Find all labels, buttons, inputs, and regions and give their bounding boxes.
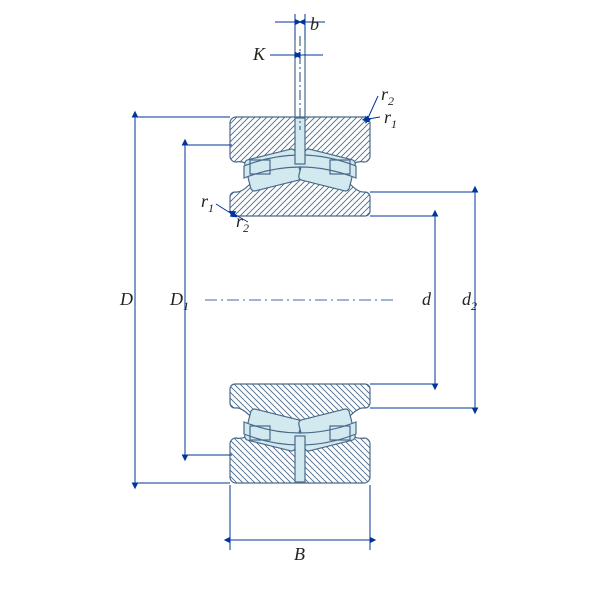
label-r1_right: r1 <box>384 107 397 131</box>
label-K: K <box>252 44 266 64</box>
lube-slot-top <box>295 118 305 164</box>
leader-r1-right <box>368 117 380 119</box>
label-r2_right: r2 <box>381 84 394 108</box>
bearing-bottom-half <box>230 384 370 483</box>
label-d: d <box>422 289 432 309</box>
label-D: D <box>119 289 133 309</box>
dim-B <box>230 485 370 550</box>
label-D1: D1 <box>169 289 189 313</box>
leader-r2-right <box>368 96 378 118</box>
label-B: B <box>294 544 305 564</box>
label-r1_left: r1 <box>201 191 214 215</box>
label-b: b <box>310 14 319 34</box>
lube-groove <box>295 36 305 130</box>
bearing-top-half <box>230 117 370 216</box>
